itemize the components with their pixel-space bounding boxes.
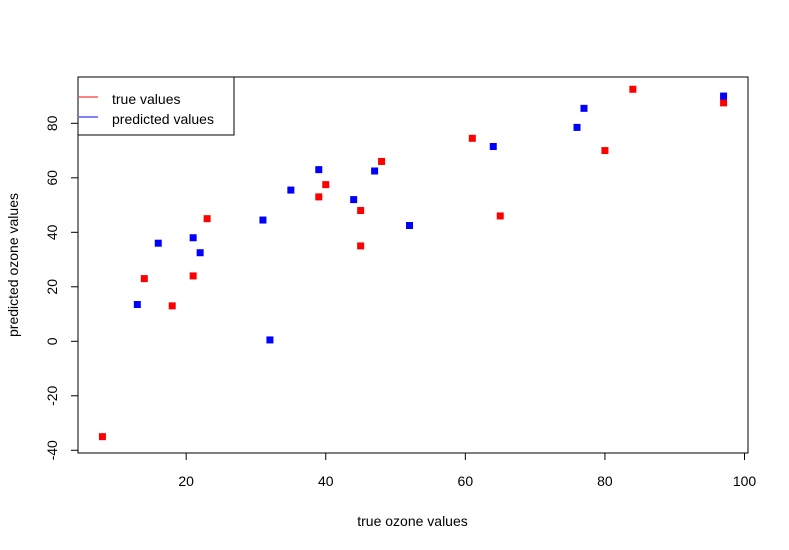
y-tick-label: 60 bbox=[44, 170, 60, 186]
point-true-values bbox=[601, 147, 609, 155]
point-true-values bbox=[168, 302, 176, 310]
point-true-values bbox=[720, 99, 728, 107]
point-true-values bbox=[203, 215, 211, 223]
x-axis-label: true ozone values bbox=[357, 513, 468, 529]
point-true-values bbox=[629, 85, 637, 93]
point-true-values bbox=[357, 242, 365, 250]
point-predicted-values bbox=[580, 104, 588, 112]
point-true-values bbox=[315, 193, 323, 201]
legend: true values predicted values bbox=[77, 76, 235, 136]
point-predicted-values bbox=[287, 186, 295, 194]
y-tick-label: 20 bbox=[44, 279, 60, 295]
point-predicted-values bbox=[133, 301, 141, 309]
point-predicted-values bbox=[371, 167, 379, 175]
point-predicted-values bbox=[154, 239, 162, 247]
legend-box bbox=[77, 76, 235, 136]
point-predicted-values bbox=[489, 142, 497, 150]
legend-label-predicted-values: predicted values bbox=[112, 111, 214, 127]
point-true-values bbox=[140, 275, 148, 283]
point-predicted-values bbox=[259, 216, 267, 224]
point-predicted-values bbox=[406, 221, 414, 229]
point-predicted-values bbox=[350, 196, 358, 204]
point-true-values bbox=[496, 212, 504, 220]
x-tick-label: 100 bbox=[733, 473, 757, 489]
point-true-values bbox=[378, 157, 386, 165]
point-true-values bbox=[98, 433, 106, 441]
x-tick-label: 60 bbox=[458, 473, 474, 489]
point-true-values bbox=[468, 134, 476, 142]
point-predicted-values bbox=[189, 234, 197, 242]
axes: 20 40 60 80 100 -40 -20 0 20 40 60 80 bbox=[44, 76, 757, 489]
y-tick-label: -20 bbox=[44, 385, 60, 405]
point-predicted-values bbox=[573, 123, 581, 131]
x-tick-label: 80 bbox=[597, 473, 613, 489]
x-tick-label: 40 bbox=[318, 473, 334, 489]
data-points bbox=[98, 85, 728, 441]
y-tick-label: 80 bbox=[44, 115, 60, 131]
point-predicted-values bbox=[315, 166, 323, 174]
y-tick-label: 40 bbox=[44, 224, 60, 240]
point-predicted-values bbox=[196, 249, 204, 257]
point-predicted-values bbox=[720, 92, 728, 100]
point-true-values bbox=[322, 181, 330, 189]
x-tick-label: 20 bbox=[178, 473, 194, 489]
point-true-values bbox=[189, 272, 197, 280]
y-tick-label: 0 bbox=[44, 337, 60, 345]
y-axis-label: predicted ozone values bbox=[5, 193, 21, 337]
point-predicted-values bbox=[266, 336, 274, 344]
y-tick-label: -40 bbox=[44, 440, 60, 460]
legend-label-true-values: true values bbox=[112, 91, 180, 107]
point-true-values bbox=[357, 207, 365, 215]
